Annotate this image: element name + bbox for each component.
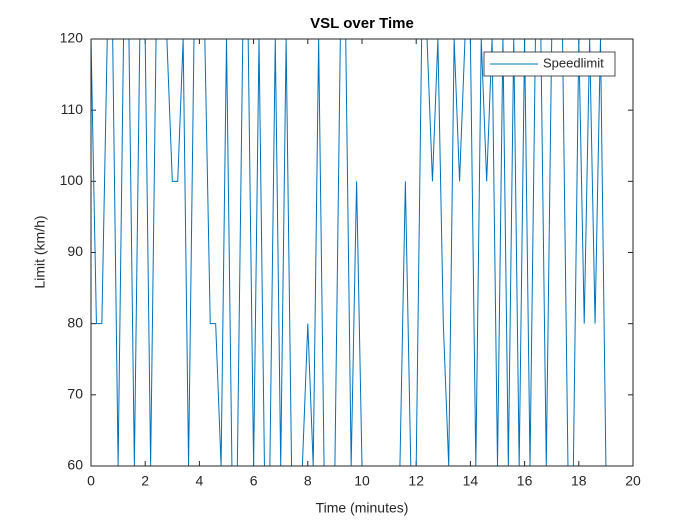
x-tick-label: 8 [304, 473, 312, 489]
legend-label: Speedlimit [543, 55, 604, 70]
x-tick-label: 18 [571, 473, 587, 489]
x-tick-label: 0 [87, 473, 95, 489]
y-tick-label: 70 [67, 386, 83, 402]
x-axis-label: Time (minutes) [316, 500, 409, 516]
y-tick-label: 60 [67, 457, 83, 473]
y-tick-label: 110 [61, 101, 84, 117]
x-tick-label: 6 [250, 473, 258, 489]
y-tick-label: 80 [67, 314, 83, 330]
x-tick-label: 16 [517, 473, 533, 489]
x-tick-label: 14 [463, 473, 479, 489]
x-tick-label: 2 [141, 473, 149, 489]
y-tick-label: 100 [60, 172, 84, 188]
x-tick-label: 10 [354, 473, 370, 489]
y-axis-label: Limit (km/h) [32, 215, 48, 288]
x-tick-label: 12 [408, 473, 424, 489]
y-tick-label: 120 [60, 30, 84, 46]
y-tick-label: 90 [67, 243, 83, 259]
chart-title: VSL over Time [310, 15, 414, 32]
x-tick-label: 4 [196, 473, 204, 489]
x-tick-label: 20 [625, 473, 641, 489]
axes-box [90, 38, 634, 467]
